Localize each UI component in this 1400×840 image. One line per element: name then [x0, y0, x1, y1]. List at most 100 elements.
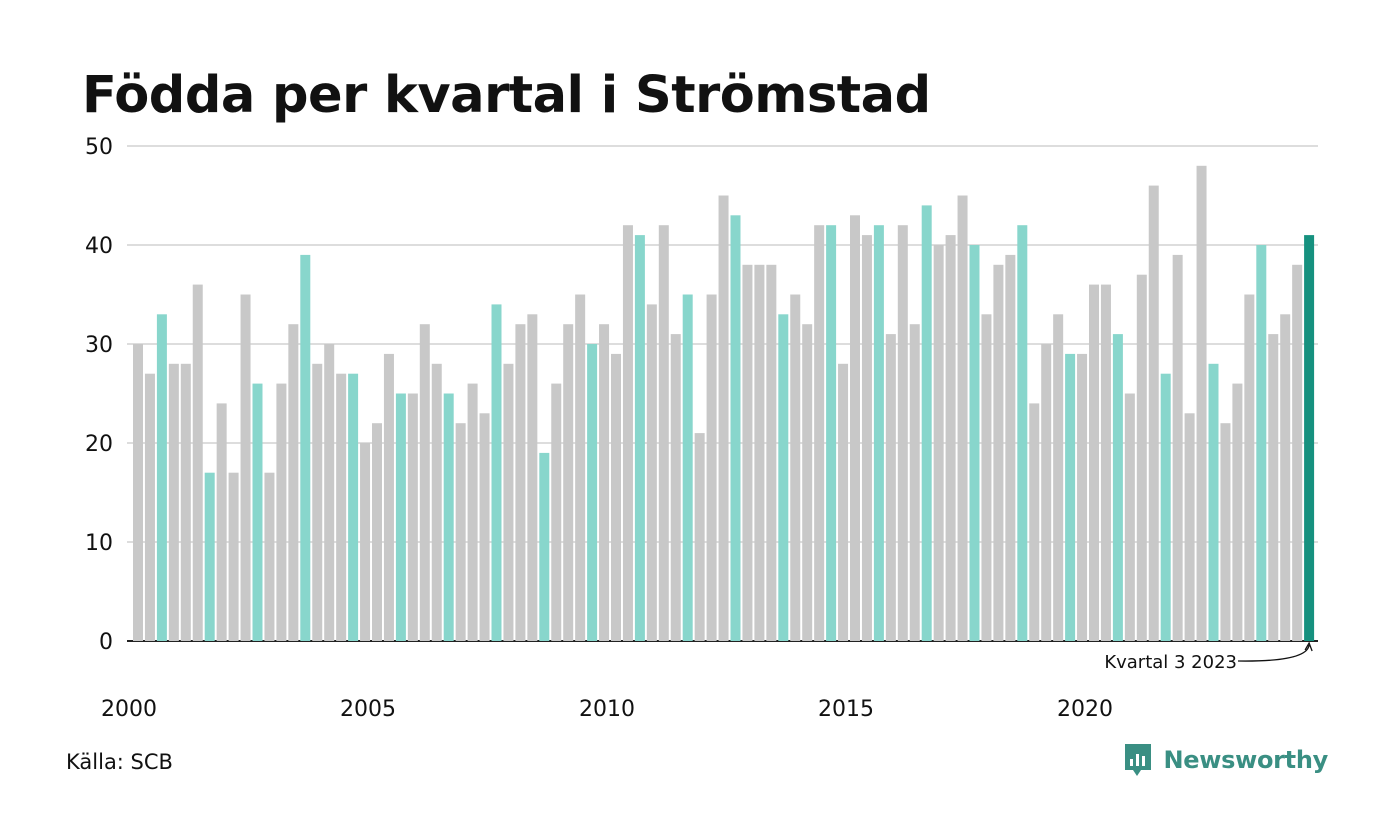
- bar: [168, 363, 179, 641]
- bar: [1172, 254, 1183, 641]
- bar: [1160, 373, 1171, 641]
- bar: [479, 413, 490, 641]
- bar: [778, 314, 789, 641]
- bar: [706, 294, 717, 641]
- bar: [324, 344, 335, 641]
- bar: [622, 225, 633, 641]
- bar: [1136, 274, 1147, 641]
- bar: [1304, 235, 1315, 641]
- bar: [611, 353, 621, 641]
- bar: [873, 225, 884, 641]
- source-label: Källa: SCB: [66, 750, 173, 774]
- bar: [527, 314, 538, 641]
- bar: [682, 294, 693, 641]
- bar: [156, 314, 167, 641]
- bar: [539, 452, 550, 641]
- y-tick-label: 40: [85, 234, 113, 259]
- bar: [240, 294, 251, 641]
- bar: [1041, 344, 1052, 641]
- bar: [252, 383, 263, 641]
- x-tick-label: 2010: [579, 697, 635, 722]
- bar: [909, 324, 920, 641]
- bar: [1268, 334, 1279, 641]
- bar: [993, 264, 1004, 641]
- bar: [551, 383, 562, 641]
- bar: [192, 284, 203, 641]
- y-tick-label: 10: [85, 531, 113, 556]
- bar: [1053, 314, 1064, 641]
- bar: [921, 205, 932, 641]
- y-tick-label: 20: [85, 432, 113, 457]
- bar: [981, 314, 992, 641]
- bar: [754, 264, 765, 641]
- bar: [419, 324, 430, 641]
- bar: [1077, 353, 1088, 641]
- bar: [850, 215, 860, 642]
- bar: [814, 225, 825, 641]
- x-tick-label: 2015: [818, 697, 874, 722]
- y-tick-label: 0: [99, 630, 113, 655]
- bar: [133, 344, 143, 641]
- bar: [945, 235, 956, 641]
- bar: [897, 225, 908, 641]
- bar: [1196, 165, 1207, 642]
- annotation-label: Kvartal 3 2023: [1104, 652, 1237, 673]
- bar: [575, 294, 586, 641]
- brand-logo: Newsworthy: [1123, 742, 1328, 778]
- bar: [599, 324, 610, 641]
- bar: [312, 363, 323, 641]
- bar: [563, 324, 574, 641]
- bar: [885, 334, 896, 641]
- brand-name: Newsworthy: [1163, 746, 1328, 774]
- bar: [204, 472, 215, 641]
- bar: [1244, 294, 1255, 641]
- newsworthy-logo-icon: [1125, 744, 1152, 776]
- bar: [383, 353, 394, 641]
- bar: [443, 393, 454, 641]
- bar: [431, 363, 442, 641]
- x-tick-label: 2000: [101, 697, 157, 722]
- x-tick-label: 2020: [1057, 697, 1113, 722]
- bar: [1089, 284, 1099, 641]
- bar: [360, 443, 371, 641]
- bars: [133, 165, 1315, 642]
- bar: [1005, 254, 1016, 641]
- bar: [694, 433, 705, 641]
- bar: [1124, 393, 1135, 641]
- bar: [503, 363, 514, 641]
- bar: [455, 423, 466, 641]
- bar: [718, 195, 729, 641]
- bar: [861, 235, 872, 641]
- bar: [802, 324, 813, 641]
- bar: [180, 363, 191, 641]
- y-axis-ticks: 0 10 20 30 40 50: [85, 135, 113, 655]
- y-tick-label: 30: [85, 333, 113, 358]
- y-tick-label: 50: [85, 135, 113, 160]
- bar: [300, 254, 311, 641]
- bar: [1292, 264, 1303, 641]
- bar: [1148, 185, 1159, 641]
- bar: [1184, 413, 1195, 641]
- bar: [587, 344, 598, 641]
- bar: [336, 373, 347, 641]
- x-axis-ticks: 2000 2005 2010 2015 2020: [101, 697, 1113, 722]
- bar: [372, 423, 382, 641]
- annotation-arrow: [1237, 644, 1310, 662]
- bar: [634, 235, 645, 641]
- bar: [467, 383, 478, 641]
- bar: [1017, 225, 1028, 641]
- bar: [276, 383, 287, 641]
- bar: [658, 225, 669, 641]
- bar: [766, 264, 777, 641]
- bar: [216, 403, 227, 641]
- bar: [1280, 314, 1291, 641]
- bar: [1256, 245, 1267, 641]
- bar: [790, 294, 801, 641]
- bar: [1029, 403, 1040, 641]
- bar: [1100, 284, 1111, 641]
- bar: [826, 225, 837, 641]
- annotation-arrowhead: [1304, 641, 1313, 652]
- bar: [515, 324, 526, 641]
- x-tick-label: 2005: [340, 697, 396, 722]
- bar: [730, 215, 741, 642]
